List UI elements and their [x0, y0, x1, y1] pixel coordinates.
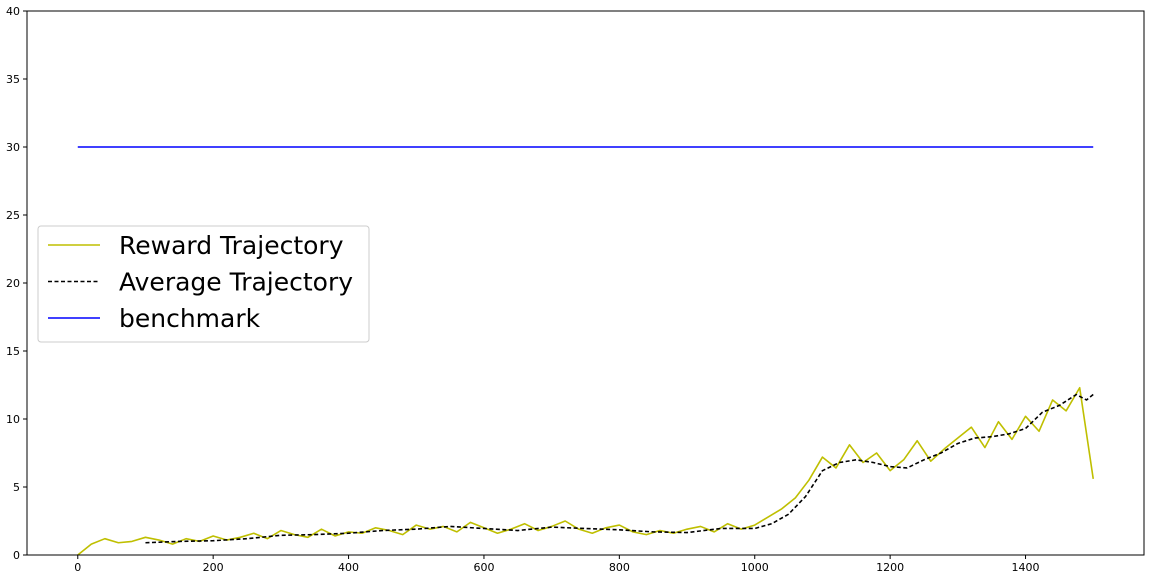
x-tick-label: 200: [203, 561, 224, 574]
legend-label-2: Average Trajectory: [119, 268, 353, 297]
y-tick-label: 10: [6, 413, 20, 426]
y-tick-label: 25: [6, 209, 20, 222]
y-tick-label: 15: [6, 345, 20, 358]
y-tick-label: 40: [6, 5, 20, 18]
legend-label-3: benchmark: [119, 304, 261, 333]
y-tick-label: 0: [13, 549, 20, 562]
y-tick-label: 20: [6, 277, 20, 290]
axes: 0 200 400 600 800 1000 1200 1400 0 5 10 15 20 25 30 35 4…: [6, 5, 1145, 574]
x-tick-label: 400: [338, 561, 359, 574]
x-tick-label: 800: [609, 561, 630, 574]
legend-box: [37, 225, 370, 343]
series-layer: [77, 146, 1095, 555]
y-tick-label: 5: [13, 481, 20, 494]
x-tick-label: 1400: [1012, 561, 1040, 574]
y-tick-label: 35: [6, 73, 20, 86]
legend: Reward Trajectory Average Trajectory bench…: [37, 225, 370, 343]
y-tick-label: 30: [6, 141, 20, 154]
x-tick-label: 600: [473, 561, 494, 574]
x-tick-label: 1200: [876, 561, 904, 574]
series-line-2: [145, 393, 1094, 544]
legend-label-1: Reward Trajectory: [119, 231, 344, 260]
x-tick-label: 1000: [741, 561, 769, 574]
x-tick-label: 0: [74, 561, 81, 574]
series-line-1: [77, 386, 1095, 555]
